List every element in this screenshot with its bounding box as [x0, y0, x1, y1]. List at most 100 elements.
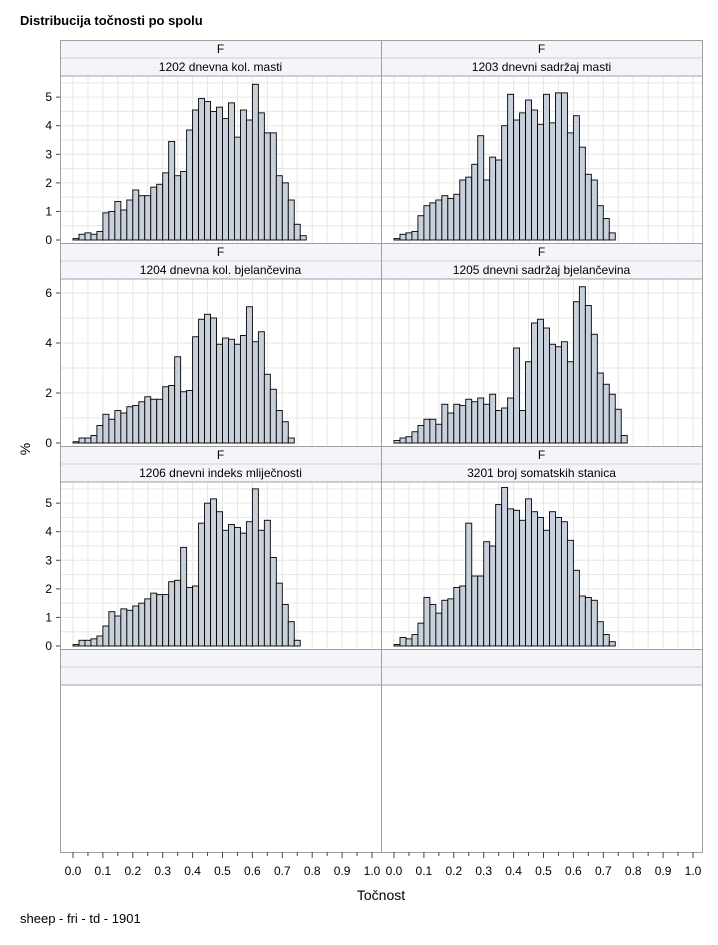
histogram-bar [156, 183, 164, 241]
histogram-bar [287, 199, 295, 241]
x-tick-label: 0.5 [214, 864, 231, 878]
histogram-bar [150, 186, 158, 241]
histogram-bar [501, 407, 509, 444]
histogram-bar [501, 486, 509, 647]
histogram-bar [120, 412, 128, 444]
histogram-bar [186, 390, 194, 444]
histogram-bar [590, 599, 598, 647]
y-tick-label: 6 [45, 286, 52, 300]
histogram-bar [216, 106, 223, 241]
histogram-bar [245, 306, 253, 444]
histogram-bar [108, 418, 116, 444]
histogram-bar [156, 594, 164, 647]
histogram-bar [132, 405, 140, 444]
histogram-bar [489, 393, 497, 444]
histogram-bar [162, 172, 170, 241]
y-tick-label: 5 [45, 90, 52, 104]
histogram-bar [501, 125, 509, 241]
histogram-bar [519, 410, 527, 444]
histogram-bar [572, 569, 580, 647]
histogram-bar [126, 199, 134, 241]
histogram-bar [393, 238, 401, 241]
histogram-bar [441, 599, 449, 647]
histogram-bar [399, 636, 407, 647]
x-tick-label: 0.7 [274, 864, 291, 878]
panel-group-header [60, 243, 381, 261]
histogram-bar [180, 170, 188, 241]
y-tick-label: 4 [45, 336, 52, 350]
x-tick-label: 0.0 [386, 864, 403, 878]
histogram-bar [126, 609, 134, 647]
histogram-bar [537, 516, 544, 647]
histogram-bar [602, 383, 610, 444]
histogram-bar [162, 594, 170, 647]
histogram-bar [465, 398, 473, 444]
panel-group-header [381, 243, 702, 261]
x-tick-label: 0.1 [416, 864, 433, 878]
panel-group-header [381, 446, 702, 464]
histogram-bar [114, 410, 122, 444]
histogram-bar [114, 200, 122, 241]
histogram-bar [543, 327, 550, 444]
histogram-bar [411, 230, 419, 241]
histogram-bar [102, 413, 110, 444]
histogram-bar [441, 403, 449, 444]
histogram-bar [78, 639, 86, 647]
histogram-bar [234, 526, 241, 647]
histogram-bar [483, 403, 491, 444]
y-tick-label: 4 [45, 525, 52, 539]
panel-group-label: F [217, 42, 224, 56]
histogram-bar [519, 519, 527, 647]
histogram-bar [90, 638, 98, 647]
histogram-bar [549, 122, 556, 241]
histogram-bar [399, 437, 407, 444]
histogram-bar [138, 401, 146, 444]
histogram-bar [90, 233, 98, 241]
histogram-bar [525, 361, 532, 444]
x-axis-label: Točnost [357, 887, 405, 903]
histogram-bar [483, 541, 491, 647]
histogram-bar [590, 333, 598, 444]
histogram-bar [90, 435, 98, 444]
panel-label-header [60, 464, 381, 482]
x-tick-label: 0.0 [65, 864, 82, 878]
y-tick-label: 2 [45, 176, 52, 190]
histogram-bar [477, 575, 485, 647]
histogram-bar [614, 408, 622, 444]
histogram-bar [281, 604, 289, 647]
histogram-bar [489, 545, 497, 647]
histogram-bar [435, 612, 443, 647]
chart-title: Distribucija točnosti po spolu [20, 13, 203, 28]
histogram-bar [602, 218, 610, 241]
histogram-bar [293, 223, 301, 241]
histogram-bar [263, 132, 271, 241]
histogram-bar [150, 592, 158, 647]
y-tick-label: 0 [45, 639, 52, 653]
histogram-bar [222, 118, 229, 241]
histogram-bar [465, 176, 473, 241]
histogram-bar [447, 198, 455, 241]
histogram-bar [216, 343, 223, 444]
histogram-bar [222, 529, 229, 647]
histogram-bar [72, 644, 80, 647]
histogram-bar [96, 230, 104, 241]
histogram-bar [275, 582, 283, 647]
histogram-bar [572, 301, 580, 444]
histogram-bar [222, 337, 229, 444]
histogram-bar [78, 437, 86, 444]
histogram-bar [549, 511, 556, 647]
histogram-bar [144, 396, 152, 444]
histogram-bar [620, 435, 628, 444]
histogram-bar [429, 202, 437, 241]
histogram-bar [293, 639, 301, 647]
histogram-bar [228, 338, 235, 444]
histogram-bar [72, 441, 80, 444]
histogram-bar [507, 508, 515, 647]
histogram-bar [228, 524, 235, 647]
histogram-bar [513, 347, 521, 444]
histogram-bar [269, 556, 277, 647]
histogram-bar [549, 343, 556, 444]
histogram-bar [239, 532, 247, 647]
histogram-bar [198, 522, 206, 647]
histogram-bar [281, 421, 289, 444]
